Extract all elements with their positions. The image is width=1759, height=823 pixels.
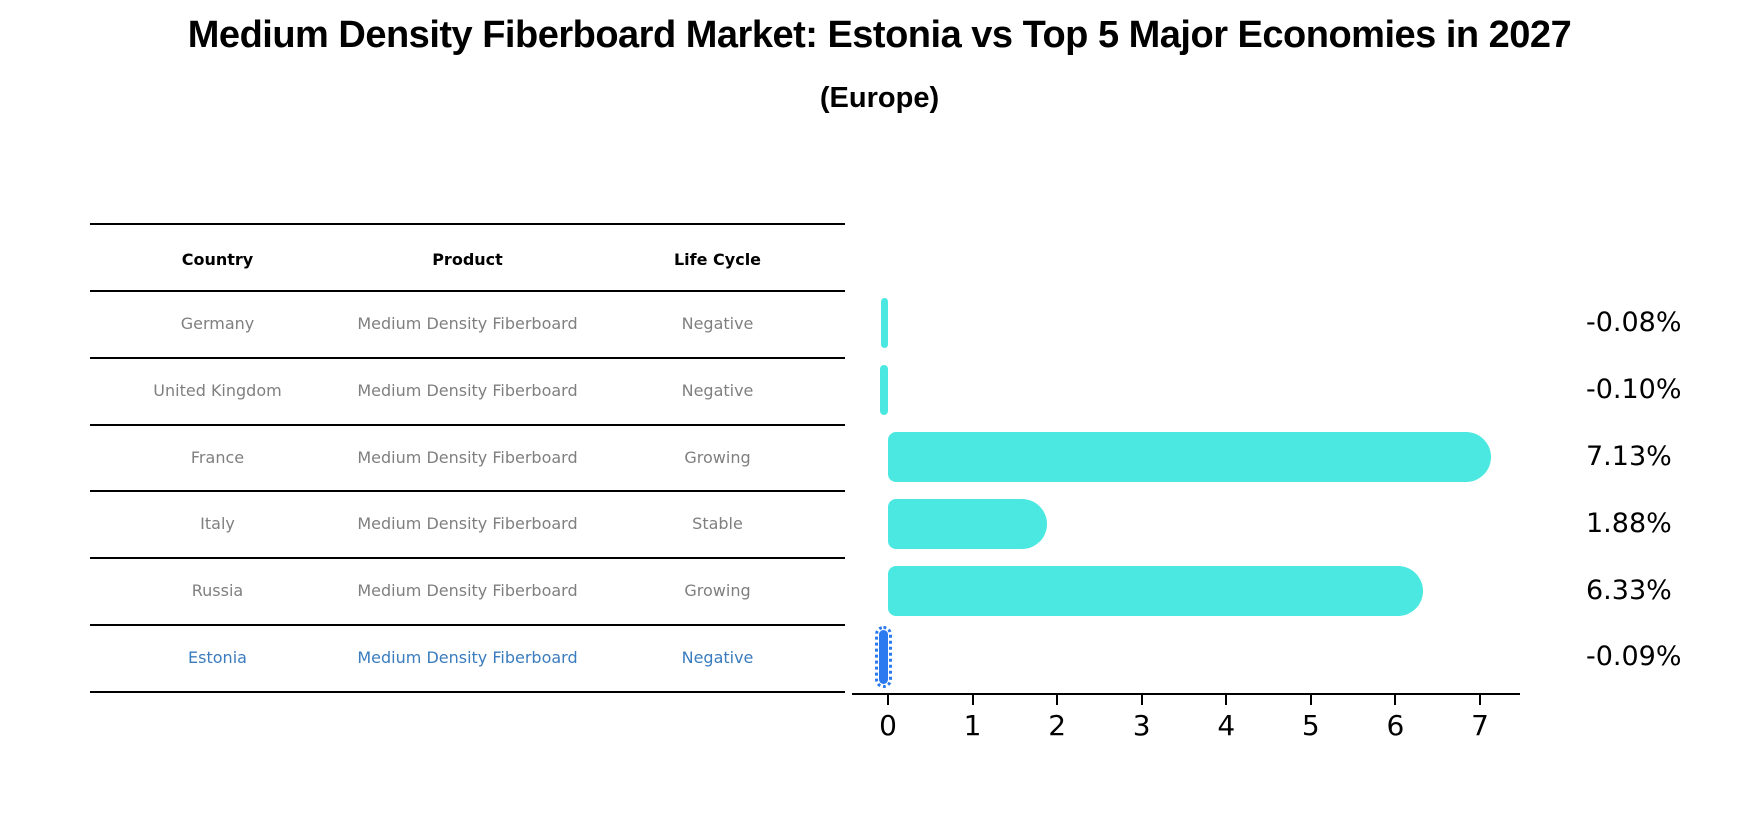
x-axis-tick-label-1: 1: [963, 709, 982, 742]
table-row-france-cell-life-cycle: Growing: [684, 447, 751, 467]
bar-germany: [881, 298, 888, 349]
table-rule: [90, 624, 845, 626]
table-row-estonia-cell-life-cycle: Negative: [681, 647, 754, 667]
table-row-russia-cell-country: Russia: [191, 581, 244, 601]
bar-italy: [888, 498, 1047, 549]
table-row-united-kingdom: United Kingdom Medium Density Fiberboard N…: [90, 374, 845, 406]
table-rule: [90, 690, 845, 693]
bar-united-kingdom: [879, 365, 888, 416]
table-row-germany-cell-product: Medium Density Fiberboard: [357, 313, 578, 333]
table-row-united-kingdom-cell-life-cycle: Negative: [681, 380, 754, 400]
table-row-russia: Russia Medium Density Fiberboard Growing: [90, 575, 845, 607]
x-axis-tick: [1478, 695, 1481, 705]
value-label-germany: -0.08%: [1586, 307, 1682, 339]
table-header-row-cell-country: Country: [181, 250, 254, 269]
table-row-italy-cell-life-cycle: Stable: [692, 514, 743, 534]
bar-france: [888, 432, 1491, 482]
table-row-germany-cell-country: Germany: [180, 313, 255, 333]
x-axis-line: [852, 693, 1520, 695]
table-row-germany-cell-life-cycle: Negative: [681, 313, 754, 333]
table-rule: [90, 423, 845, 426]
table-row-united-kingdom-cell-product: Medium Density Fiberboard: [357, 380, 578, 400]
x-axis-tick: [971, 695, 974, 705]
value-label-france: 7.13%: [1586, 440, 1672, 472]
table-row-germany: Germany Medium Density Fiberboard Negative: [90, 307, 845, 339]
x-axis-tick: [1140, 695, 1143, 705]
x-axis-tick: [1056, 695, 1059, 705]
x-axis-tick-label-6: 6: [1386, 709, 1405, 742]
table-rule: [90, 223, 845, 225]
table-rule: [90, 290, 845, 292]
table-rule: [90, 490, 845, 493]
bar-russia: [888, 565, 1424, 616]
x-axis-tick-label-4: 4: [1217, 709, 1236, 742]
table-row-estonia-cell-country: Estonia: [188, 647, 247, 667]
x-axis-tick: [1394, 695, 1397, 705]
table-row-russia-cell-product: Medium Density Fiberboard: [357, 581, 578, 601]
chart-title: Medium Density Fiberboard Market: Estoni…: [187, 14, 1572, 56]
x-axis-tick-label-0: 0: [879, 709, 897, 742]
x-axis-tick: [1225, 695, 1228, 705]
chart-subtitle: (Europe): [819, 82, 940, 114]
table-row-united-kingdom-cell-country: United Kingdom: [153, 380, 282, 400]
value-label-united-kingdom: -0.10%: [1586, 374, 1682, 406]
table-row-italy: Italy Medium Density Fiberboard Stable: [90, 508, 845, 540]
table-row-france: France Medium Density Fiberboard Growing: [90, 441, 845, 473]
x-axis-tick-label-3: 3: [1132, 709, 1151, 742]
x-axis-tick-label-5: 5: [1301, 709, 1320, 742]
table-rule: [90, 356, 845, 359]
x-axis-tick-label-2: 2: [1048, 709, 1067, 742]
table-header-row-cell-product: Product: [432, 250, 503, 269]
x-axis-tick-label-7: 7: [1471, 709, 1489, 742]
table-row-russia-cell-life-cycle: Growing: [684, 581, 751, 601]
value-label-estonia: -0.09%: [1586, 641, 1682, 673]
table-row-italy-cell-country: Italy: [200, 514, 235, 534]
table-row-estonia-cell-product: Medium Density Fiberboard: [357, 647, 578, 667]
x-axis-tick: [1309, 695, 1312, 705]
table-row-italy-cell-product: Medium Density Fiberboard: [357, 514, 578, 534]
value-label-italy: 1.88%: [1586, 507, 1672, 539]
table-row-france-cell-product: Medium Density Fiberboard: [357, 447, 578, 467]
x-axis-tick: [887, 695, 889, 705]
table-row-estonia: Estonia Medium Density Fiberboard Negative: [90, 641, 845, 673]
value-label-russia: 6.33%: [1586, 574, 1672, 606]
table-header-row: Country Product Life Cycle: [90, 244, 845, 276]
table-row-france-cell-country: France: [190, 447, 245, 467]
table-header-row-cell-life-cycle: Life Cycle: [673, 250, 762, 269]
bar-estonia: [875, 626, 892, 689]
table-rule: [90, 557, 845, 560]
